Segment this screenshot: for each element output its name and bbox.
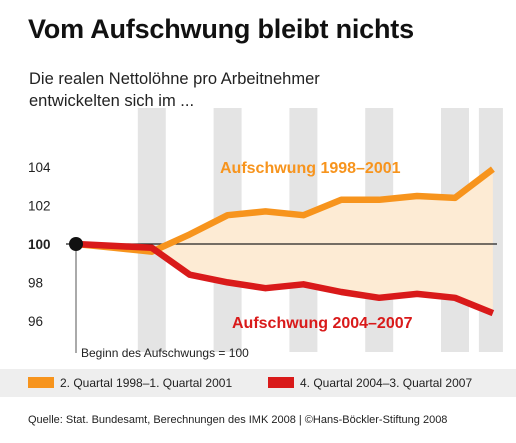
legend-item-red: 4. Quartal 2004–3. Quartal 2007: [268, 376, 472, 390]
legend-item-orange: 2. Quartal 1998–1. Quartal 2001: [28, 376, 232, 390]
gap-area: [76, 169, 493, 314]
y-tick-label: 104: [28, 160, 51, 175]
chart-subtitle: Die realen Nettolöhne pro Arbeitnehmer e…: [29, 68, 409, 112]
source-note: Quelle: Stat. Bundesamt, Berechnungen de…: [28, 414, 448, 426]
y-tick-label: 98: [28, 275, 43, 290]
subtitle-line-2: entwickelten sich im ...: [29, 92, 195, 110]
legend-swatch-orange: [28, 377, 54, 388]
baseline-note: Beginn des Aufschwungs = 100: [81, 346, 249, 360]
series-line-2004-2007: [75, 240, 495, 317]
series-label-2004-2007: Aufschwung 2004–2007: [232, 315, 413, 332]
y-tick-label: 102: [28, 199, 51, 214]
subtitle-line-1: Die realen Nettolöhne pro Arbeitnehmer: [29, 70, 320, 88]
y-tick-label: 96: [28, 314, 43, 329]
series-label-1998-2001: Aufschwung 1998–2001: [220, 160, 401, 177]
y-tick-label: 100: [28, 237, 51, 252]
legend-label-red: 4. Quartal 2004–3. Quartal 2007: [300, 376, 473, 390]
start-point-marker: [69, 237, 83, 251]
chart-title: Vom Aufschwung bleibt nichts: [28, 14, 414, 44]
series-line-1998-2001: [75, 166, 495, 255]
background-stripe: [137, 108, 166, 352]
legend: 2. Quartal 1998–1. Quartal 2001 4. Quart…: [0, 369, 516, 397]
legend-label-orange: 2. Quartal 1998–1. Quartal 2001: [60, 376, 233, 390]
legend-swatch-red: [268, 377, 294, 388]
